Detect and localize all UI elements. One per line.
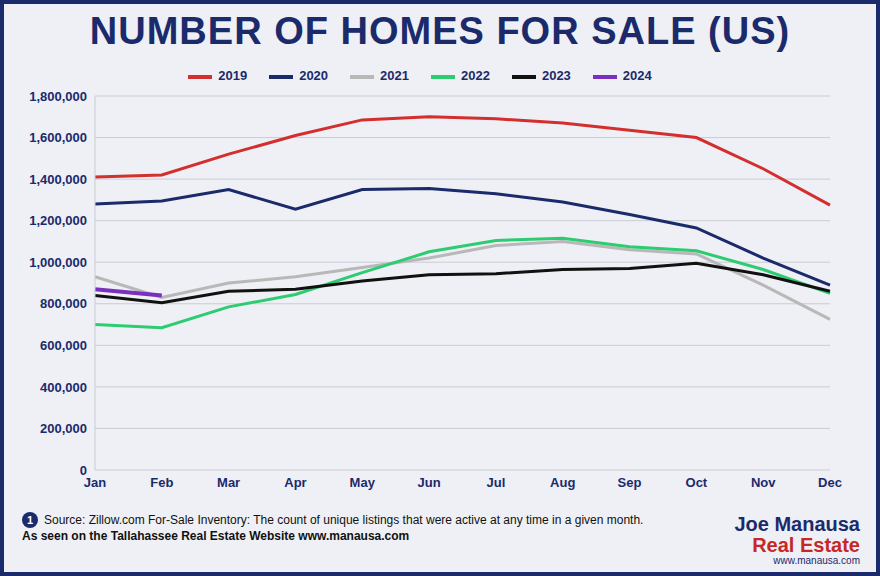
html-text:2019: 2019 <box>218 68 248 83</box>
svg-text:1,200,000: 1,200,000 <box>29 213 87 228</box>
svg-text:Feb: Feb <box>150 475 173 490</box>
html-text:2022: 2022 <box>461 68 490 83</box>
svg-text:Apr: Apr <box>284 475 306 490</box>
svg-text:1,600,000: 1,600,000 <box>29 130 87 145</box>
svg-text:0: 0 <box>80 463 87 478</box>
svg-text:Nov: Nov <box>751 475 776 490</box>
svg-text:200,000: 200,000 <box>40 421 87 436</box>
svg-text:Jan: Jan <box>84 475 106 490</box>
svg-text:1,400,000: 1,400,000 <box>29 172 87 187</box>
svg-text:Aug: Aug <box>550 475 575 490</box>
svg-text:400,000: 400,000 <box>40 380 87 395</box>
html-text:2020: 2020 <box>299 68 329 83</box>
html-text:As seen on the Tallahassee Rea: As seen on the Tallahassee Real Estate W… <box>22 529 410 543</box>
svg-text:Dec: Dec <box>818 475 842 490</box>
svg-text:May: May <box>350 475 376 490</box>
html-text:2021: 2021 <box>380 68 409 83</box>
html-text:www.manausa.com: www.manausa.com <box>773 555 860 566</box>
html-text:NUMBER OF HOMES FOR SALE (US): NUMBER OF HOMES FOR SALE (US) <box>89 10 791 52</box>
html-text:2023: 2023 <box>541 68 571 83</box>
svg-text:Jun: Jun <box>418 475 441 490</box>
svg-text:Sep: Sep <box>618 475 642 490</box>
svg-text:Oct: Oct <box>686 475 708 490</box>
svg-text:Mar: Mar <box>217 475 240 490</box>
svg-text:1,800,000: 1,800,000 <box>29 89 87 104</box>
svg-text:1,000,000: 1,000,000 <box>29 255 87 270</box>
html-text:Source: Zillow.com For-Sale In: Source: Zillow.com For-Sale Inventory: T… <box>44 513 644 527</box>
html-text:1: 1 <box>26 514 34 526</box>
html-text:Real Estate: Real Estate <box>752 534 860 556</box>
svg-text:Jul: Jul <box>487 475 506 490</box>
svg-text:600,000: 600,000 <box>40 338 87 353</box>
svg-text:800,000: 800,000 <box>40 296 87 311</box>
html-text:Joe Manausa: Joe Manausa <box>734 513 860 535</box>
html-text:2024: 2024 <box>622 68 652 83</box>
